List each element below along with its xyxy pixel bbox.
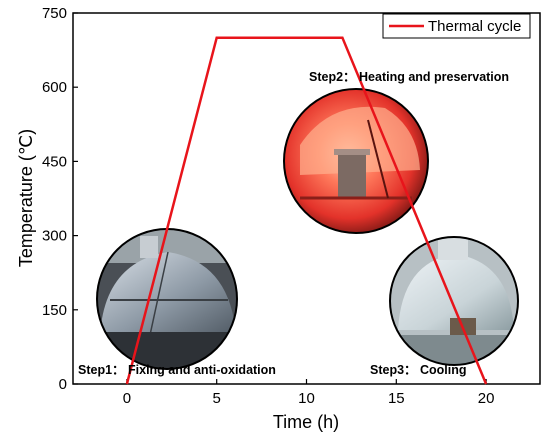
x-tick-label: 15 bbox=[388, 390, 405, 407]
legend-label: Thermal cycle bbox=[428, 18, 521, 35]
x-tick-label: 10 bbox=[298, 390, 315, 407]
x-tick-label: 5 bbox=[213, 390, 221, 407]
y-tick-label: 150 bbox=[42, 302, 67, 319]
y-axis-title: Temperature (℃) bbox=[16, 129, 36, 267]
step3-label: Step3： Cooling bbox=[370, 363, 467, 377]
x-tick-label: 0 bbox=[123, 390, 131, 407]
step2-label: Step2： Heating and preservation bbox=[309, 70, 509, 84]
step1-photo bbox=[96, 228, 238, 370]
y-tick-label: 750 bbox=[42, 5, 67, 22]
y-tick-label: 300 bbox=[42, 228, 67, 245]
series-layer bbox=[125, 36, 488, 385]
x-axis-ticks: 0 5 10 15 20 bbox=[123, 379, 495, 407]
x-axis-title: Time (h) bbox=[273, 412, 339, 432]
y-tick-label: 600 bbox=[42, 79, 67, 96]
step2-photo bbox=[283, 88, 429, 234]
step1-label: Step1： Fixing and anti-oxidation bbox=[78, 363, 276, 377]
step3-photo bbox=[389, 236, 519, 366]
y-axis-ticks: 0 150 300 450 600 750 bbox=[42, 5, 78, 393]
x-tick-label: 20 bbox=[478, 390, 495, 407]
y-tick-label: 450 bbox=[42, 153, 67, 170]
y-tick-label: 0 bbox=[59, 376, 67, 393]
series-line-thermal-cycle bbox=[125, 36, 488, 385]
legend: Thermal cycle bbox=[382, 13, 531, 39]
